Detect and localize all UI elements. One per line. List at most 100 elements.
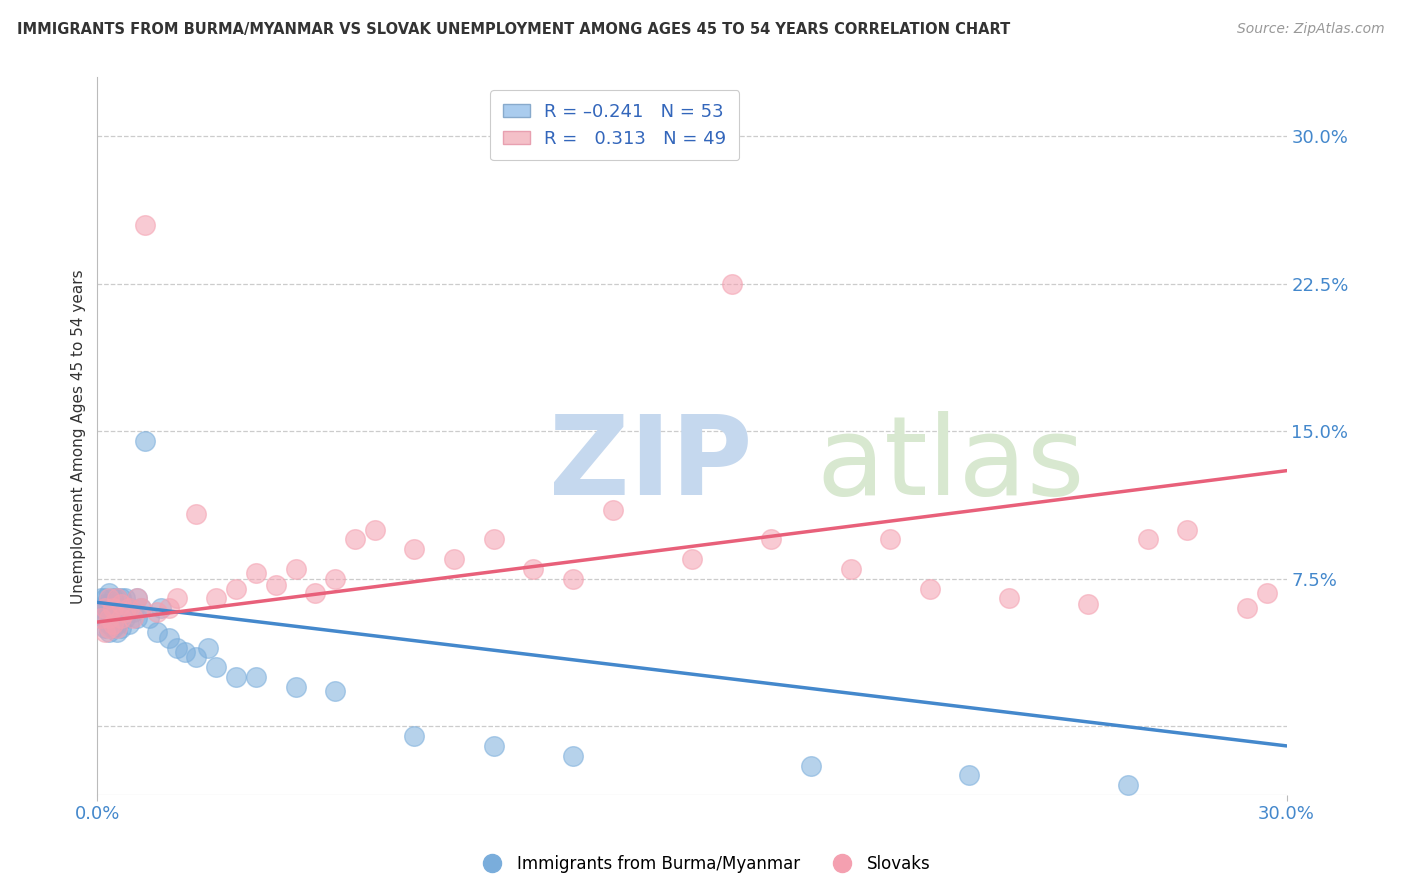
Point xyxy=(134,434,156,449)
Point xyxy=(166,591,188,606)
Point xyxy=(118,617,141,632)
Point xyxy=(482,739,505,753)
Point xyxy=(562,572,585,586)
Point xyxy=(94,598,117,612)
Point xyxy=(1136,533,1159,547)
Point xyxy=(103,601,125,615)
Point xyxy=(304,585,326,599)
Y-axis label: Unemployment Among Ages 45 to 54 years: Unemployment Among Ages 45 to 54 years xyxy=(72,269,86,604)
Point xyxy=(90,601,112,615)
Point xyxy=(98,611,121,625)
Point xyxy=(103,621,125,635)
Point xyxy=(482,533,505,547)
Point xyxy=(103,611,125,625)
Point xyxy=(264,577,287,591)
Point xyxy=(94,601,117,615)
Point xyxy=(602,503,624,517)
Point xyxy=(94,591,117,606)
Point xyxy=(404,542,426,557)
Point xyxy=(122,611,145,625)
Text: ZIP: ZIP xyxy=(550,411,752,518)
Point xyxy=(364,523,387,537)
Point xyxy=(138,611,160,625)
Point xyxy=(110,611,132,625)
Point xyxy=(404,729,426,743)
Point xyxy=(681,552,703,566)
Point xyxy=(98,605,121,619)
Point xyxy=(839,562,862,576)
Point xyxy=(110,598,132,612)
Point xyxy=(1177,523,1199,537)
Point xyxy=(129,601,152,615)
Point xyxy=(114,605,136,619)
Point xyxy=(205,591,228,606)
Point xyxy=(173,644,195,658)
Point xyxy=(146,624,169,639)
Point xyxy=(90,591,112,606)
Point xyxy=(98,621,121,635)
Point xyxy=(998,591,1021,606)
Point xyxy=(90,611,112,625)
Point xyxy=(105,601,128,615)
Point xyxy=(284,680,307,694)
Point xyxy=(125,591,148,606)
Point xyxy=(879,533,901,547)
Point xyxy=(134,218,156,232)
Point xyxy=(1256,585,1278,599)
Point xyxy=(129,601,152,615)
Point xyxy=(98,591,121,606)
Point xyxy=(110,621,132,635)
Point xyxy=(94,601,117,615)
Point xyxy=(205,660,228,674)
Point xyxy=(245,670,267,684)
Point xyxy=(323,572,346,586)
Point xyxy=(323,684,346,698)
Point xyxy=(98,585,121,599)
Point xyxy=(225,582,247,596)
Point xyxy=(959,768,981,782)
Legend: Immigrants from Burma/Myanmar, Slovaks: Immigrants from Burma/Myanmar, Slovaks xyxy=(468,848,938,880)
Legend: R = –0.241   N = 53, R =   0.313   N = 49: R = –0.241 N = 53, R = 0.313 N = 49 xyxy=(491,90,740,161)
Point xyxy=(98,624,121,639)
Point xyxy=(98,617,121,632)
Point xyxy=(443,552,465,566)
Point xyxy=(105,617,128,632)
Text: Source: ZipAtlas.com: Source: ZipAtlas.com xyxy=(1237,22,1385,37)
Point xyxy=(114,591,136,606)
Point xyxy=(245,566,267,580)
Point xyxy=(114,611,136,625)
Point xyxy=(344,533,367,547)
Point xyxy=(562,748,585,763)
Point xyxy=(761,533,783,547)
Point xyxy=(103,601,125,615)
Point xyxy=(118,601,141,615)
Point xyxy=(918,582,941,596)
Point xyxy=(146,605,169,619)
Point xyxy=(1077,598,1099,612)
Point xyxy=(125,591,148,606)
Point xyxy=(94,611,117,625)
Point xyxy=(98,598,121,612)
Point xyxy=(1236,601,1258,615)
Point xyxy=(1116,778,1139,792)
Point xyxy=(125,611,148,625)
Point xyxy=(118,601,141,615)
Point xyxy=(103,617,125,632)
Point xyxy=(110,605,132,619)
Point xyxy=(149,601,172,615)
Point xyxy=(94,621,117,635)
Text: IMMIGRANTS FROM BURMA/MYANMAR VS SLOVAK UNEMPLOYMENT AMONG AGES 45 TO 54 YEARS C: IMMIGRANTS FROM BURMA/MYANMAR VS SLOVAK … xyxy=(17,22,1010,37)
Point xyxy=(105,621,128,635)
Point xyxy=(105,591,128,606)
Point xyxy=(110,591,132,606)
Point xyxy=(94,624,117,639)
Text: atlas: atlas xyxy=(817,411,1085,518)
Point xyxy=(522,562,544,576)
Point xyxy=(122,605,145,619)
Point xyxy=(166,640,188,655)
Point xyxy=(197,640,219,655)
Point xyxy=(284,562,307,576)
Point xyxy=(105,591,128,606)
Point xyxy=(186,507,208,521)
Point xyxy=(720,277,742,291)
